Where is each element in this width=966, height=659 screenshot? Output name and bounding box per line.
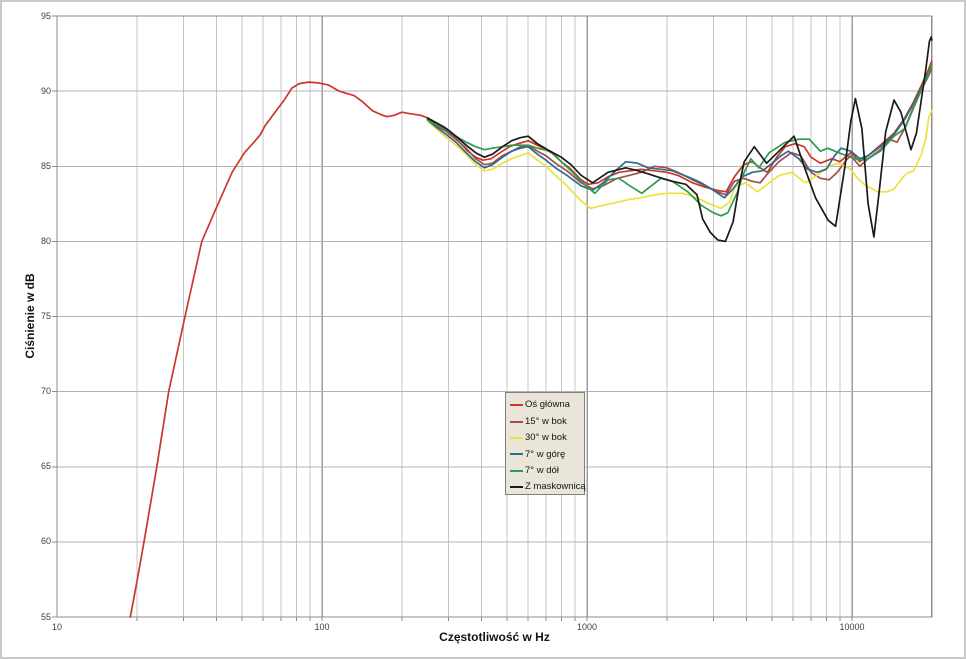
series-7-w-d- — [426, 63, 933, 217]
y-tick-label: 65 — [40, 461, 51, 472]
series-o-g-wna — [129, 60, 933, 618]
legend-line-swatch — [510, 486, 523, 489]
y-tick-label: 70 — [40, 386, 51, 397]
y-tick-label: 95 — [40, 10, 51, 21]
legend-entry: 15° w bok — [510, 413, 584, 429]
legend-line-swatch — [510, 469, 523, 472]
legend-line-swatch — [510, 420, 523, 423]
legend-entry: 30° w bok — [510, 430, 584, 446]
legend-entry: Z maskownicą — [510, 479, 586, 495]
legend-entry: Oś główna — [510, 397, 584, 413]
series-30-w-bok — [426, 109, 933, 210]
legend-line-swatch — [510, 436, 523, 439]
legend-label: 15° w bok — [525, 415, 567, 427]
legend-line-swatch — [510, 453, 523, 456]
y-tick-label: 90 — [40, 85, 51, 96]
legend-label: 7° w dół — [525, 465, 559, 476]
x-tick-label: 10 — [51, 622, 62, 632]
x-tick-label: 100 — [314, 622, 330, 632]
legend-entry: 7° w dół — [510, 463, 584, 479]
y-tick-label: 85 — [40, 160, 51, 171]
legend-label: 30° w bok — [525, 432, 567, 444]
legend-entry: 7° w górę — [510, 446, 584, 462]
x-axis-title: Częstotliwość w Hz — [439, 630, 550, 644]
series-z-maskownic- — [426, 36, 933, 243]
y-tick-label: 80 — [40, 235, 51, 246]
y-tick-label: 55 — [40, 611, 51, 622]
chart-legend: Oś główna 15° w bok 30° w bok 7° w górę 7° w… — [505, 392, 586, 495]
x-tick-label: 1000 — [576, 622, 598, 632]
x-tick-label: 10000 — [839, 622, 865, 632]
legend-label: Oś główna — [525, 399, 570, 411]
y-tick-label: 75 — [40, 311, 51, 321]
series-7-w-g-r- — [426, 64, 933, 199]
legend-label: 7° w górę — [525, 448, 566, 460]
legend-label: Z maskownicą — [525, 481, 586, 493]
legend-line-swatch — [510, 404, 523, 407]
y-tick-label: 60 — [40, 536, 51, 547]
y-axis-title: Ciśnienie w dB — [23, 273, 37, 359]
